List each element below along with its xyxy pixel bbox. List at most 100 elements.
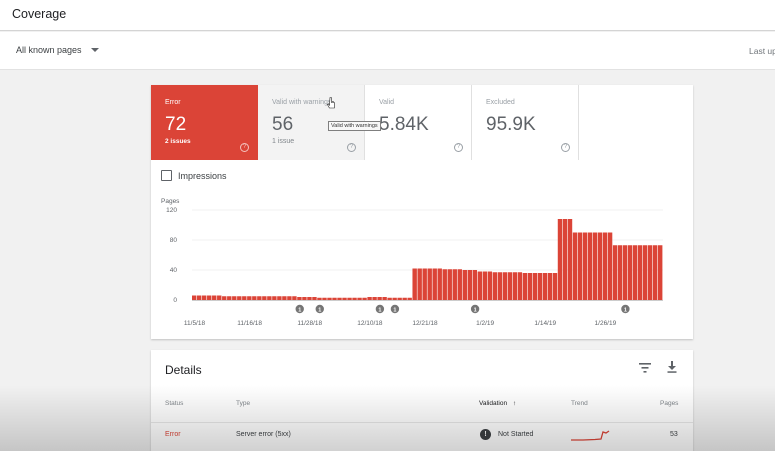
chart-bar bbox=[417, 268, 422, 300]
tile-value: 72 bbox=[165, 114, 187, 135]
chart-bar bbox=[432, 268, 437, 300]
chart-bar bbox=[492, 272, 498, 300]
chart-bar bbox=[547, 273, 553, 300]
chart-bar bbox=[317, 297, 322, 300]
chart-bar bbox=[322, 297, 327, 300]
chart-bar bbox=[407, 297, 412, 300]
x-tick-label: 12/10/18 bbox=[357, 320, 383, 327]
chart-bar bbox=[462, 270, 467, 300]
chart-bar bbox=[222, 296, 227, 300]
filter-icon[interactable] bbox=[639, 363, 651, 373]
tile-valid[interactable]: Valid 5.84K ? bbox=[365, 85, 472, 160]
chart-bar bbox=[537, 273, 543, 300]
annotation-marker bbox=[390, 304, 400, 314]
chart-bar bbox=[402, 297, 407, 300]
chart-bar bbox=[237, 296, 242, 300]
tile-subtext: 2 issues bbox=[165, 138, 191, 145]
column-header-validation-label: Validation bbox=[479, 400, 508, 407]
chart-bar bbox=[387, 297, 392, 300]
chart-bar bbox=[297, 297, 302, 300]
column-header-type[interactable]: Type bbox=[236, 400, 251, 407]
chart-bar bbox=[502, 272, 508, 300]
help-icon[interactable]: ? bbox=[454, 143, 463, 152]
tile-subtext: 1 issue bbox=[272, 138, 295, 145]
chart-bar bbox=[262, 296, 267, 300]
chart-bar bbox=[397, 297, 402, 300]
column-header-trend[interactable]: Trend bbox=[571, 400, 588, 407]
column-header-validation[interactable]: Validation ↑ bbox=[479, 400, 516, 407]
chart-bar bbox=[412, 268, 417, 300]
chart-bar bbox=[257, 296, 262, 300]
chart-bar bbox=[357, 297, 362, 300]
last-updated-text: Last up bbox=[749, 46, 775, 56]
chart-bar bbox=[227, 296, 232, 300]
chart-bar bbox=[602, 232, 608, 300]
x-tick-label: 1/2/19 bbox=[476, 320, 494, 327]
help-icon[interactable]: ? bbox=[347, 143, 356, 152]
chart-bar bbox=[192, 295, 197, 300]
chart-bar bbox=[517, 272, 523, 300]
chart-bar bbox=[637, 245, 643, 300]
chart-bar bbox=[377, 297, 382, 300]
chart-bar bbox=[647, 245, 653, 300]
chart-bar bbox=[247, 296, 252, 300]
impressions-checkbox[interactable] bbox=[161, 170, 172, 181]
tile-excluded[interactable]: Excluded 95.9K ? bbox=[472, 85, 579, 160]
annotation-marker bbox=[375, 304, 385, 314]
help-icon[interactable]: ? bbox=[561, 143, 570, 152]
chart-bar bbox=[362, 297, 367, 300]
chart-bar bbox=[522, 273, 528, 300]
tile-value: 95.9K bbox=[486, 114, 536, 135]
column-header-pages[interactable]: Pages bbox=[660, 400, 679, 407]
row-pages: 53 bbox=[670, 431, 678, 438]
chart-bar bbox=[482, 271, 488, 300]
row-type: Server error (5xx) bbox=[236, 431, 291, 438]
chart-bar bbox=[447, 269, 452, 300]
help-icon[interactable]: ? bbox=[240, 143, 249, 152]
chart-bar bbox=[367, 297, 372, 300]
table-row[interactable]: Error Server error (5xx) ! Not Started 5… bbox=[151, 422, 693, 448]
chart-bar bbox=[382, 297, 387, 300]
chart-bar bbox=[327, 297, 332, 300]
chart-bar bbox=[552, 273, 558, 300]
annotation-label: 1 bbox=[393, 307, 396, 313]
impressions-label: Impressions bbox=[178, 170, 227, 181]
tile-error[interactable]: Error 72 2 issues ? bbox=[151, 85, 258, 160]
tile-label: Valid with warnings bbox=[272, 99, 332, 106]
chart-bar bbox=[207, 295, 212, 300]
chart-bar bbox=[212, 295, 217, 300]
chart-bar bbox=[527, 273, 533, 300]
chart-bar bbox=[612, 245, 618, 300]
page-title: Coverage bbox=[12, 7, 67, 21]
chart-bar bbox=[347, 297, 352, 300]
tile-value: 56 bbox=[272, 114, 294, 135]
pages-filter-dropdown[interactable]: All known pages bbox=[16, 45, 99, 55]
chart-bar bbox=[567, 219, 573, 300]
chart-bar bbox=[232, 296, 237, 300]
chart-bar bbox=[622, 245, 628, 300]
tile-label: Excluded bbox=[486, 99, 515, 106]
row-status: Error bbox=[165, 431, 181, 438]
pages-filter-label: All known pages bbox=[16, 45, 82, 55]
annotation-label: 1 bbox=[298, 307, 301, 313]
chart-bar bbox=[302, 297, 307, 300]
chart-bar bbox=[307, 297, 312, 300]
annotation-marker bbox=[470, 304, 480, 314]
annotation-marker bbox=[621, 304, 630, 314]
tile-value: 5.84K bbox=[379, 114, 429, 135]
chart-bar bbox=[272, 296, 277, 300]
annotation-label: 1 bbox=[474, 307, 477, 313]
coverage-chart: Pages 0 40 80 120 11/5/18 11/16/18 11/28/18 12/1… bbox=[161, 198, 663, 327]
chart-bar bbox=[557, 219, 563, 300]
annotation-label: 1 bbox=[318, 307, 321, 313]
chart-bar bbox=[477, 271, 483, 300]
impressions-toggle[interactable]: Impressions bbox=[161, 170, 227, 181]
annotation-label: 1 bbox=[624, 307, 627, 313]
chart-bar bbox=[442, 269, 447, 300]
download-icon[interactable] bbox=[667, 361, 677, 373]
chart-bar bbox=[217, 295, 222, 300]
details-title: Details bbox=[165, 363, 202, 377]
x-tick-label: 1/14/19 bbox=[534, 320, 556, 327]
column-header-status[interactable]: Status bbox=[165, 400, 184, 407]
x-tick-label: 11/5/18 bbox=[184, 320, 206, 327]
